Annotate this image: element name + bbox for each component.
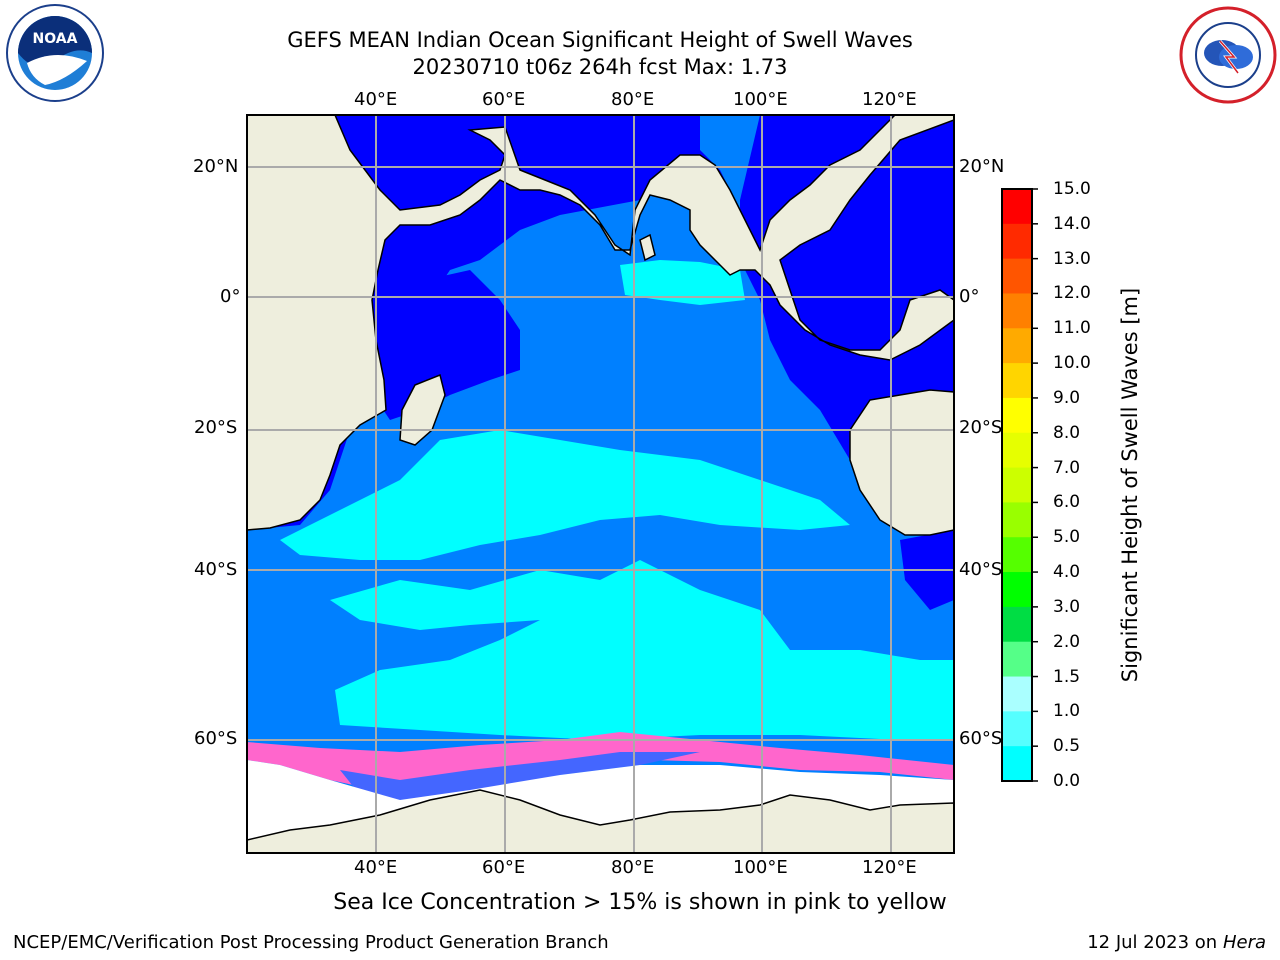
colorbar-tick-label: 9.0 bbox=[1053, 387, 1081, 408]
colorbar-segment bbox=[1002, 328, 1032, 364]
colorbar-tick-label: 1.0 bbox=[1053, 701, 1081, 722]
colorbar-tick-label: 14.0 bbox=[1053, 213, 1091, 234]
australia-land bbox=[849, 389, 954, 536]
lon-tick-top: 100°E bbox=[733, 89, 788, 110]
colorbar-tick-label: 4.0 bbox=[1053, 562, 1081, 583]
lat-tick-right: 20°N bbox=[959, 156, 1005, 177]
lat-tick-left: 40°S bbox=[194, 559, 238, 580]
noaa-logo: NOAA bbox=[6, 4, 104, 102]
cyan-swell-equator bbox=[620, 260, 745, 305]
colorbar-tick-label: 0.5 bbox=[1053, 736, 1081, 757]
lon-tick-top: 80°E bbox=[611, 89, 655, 110]
sea-ice-caption: Sea Ice Concentration > 15% is shown in … bbox=[333, 890, 947, 915]
colorbar-segment bbox=[1002, 502, 1032, 538]
colorbar-segment bbox=[1002, 606, 1032, 643]
colorbar-segment bbox=[1002, 293, 1032, 329]
lon-tick-bottom: 80°E bbox=[611, 857, 655, 878]
lat-tick-right: 0° bbox=[959, 286, 980, 307]
colorbar-tick-label: 8.0 bbox=[1053, 422, 1081, 443]
colorbar-segment bbox=[1002, 676, 1032, 712]
lat-tick-left: 60°S bbox=[194, 728, 238, 749]
noaa-logo-text: NOAA bbox=[33, 31, 78, 47]
colorbar-segment bbox=[1002, 467, 1032, 503]
lon-tick-bottom: 40°E bbox=[354, 857, 398, 878]
colorbar-segment bbox=[1002, 572, 1032, 608]
colorbar-segment bbox=[1002, 537, 1032, 573]
colorbar-segment bbox=[1002, 189, 1032, 225]
lat-tick-left: 20°N bbox=[193, 156, 239, 177]
lat-tick-left: 20°S bbox=[194, 417, 238, 438]
colorbar-tick-label: 3.0 bbox=[1053, 596, 1081, 617]
lat-tick-right: 40°S bbox=[959, 559, 1003, 580]
colorbar-tick-label: 2.0 bbox=[1053, 631, 1081, 652]
colorbar-tick-label: 11.0 bbox=[1053, 318, 1091, 339]
colorbar-tick-label: 1.5 bbox=[1053, 666, 1081, 687]
colorbar-tick-label: 10.0 bbox=[1053, 353, 1091, 374]
africa-land bbox=[247, 115, 954, 531]
colorbar-tick-label: 7.0 bbox=[1053, 457, 1081, 478]
colorbar-segment bbox=[1002, 746, 1032, 782]
lon-tick-bottom: 60°E bbox=[482, 857, 526, 878]
colorbar-tick-label: 6.0 bbox=[1053, 492, 1081, 513]
colorbar-tick-label: 13.0 bbox=[1053, 248, 1091, 269]
national-weather-service-logo bbox=[1179, 6, 1277, 104]
colorbar-label: Significant Height of Swell Waves [m] bbox=[1118, 287, 1142, 683]
map-frame bbox=[246, 114, 955, 854]
colorbar-frame bbox=[1001, 188, 1033, 782]
lat-tick-right: 20°S bbox=[959, 417, 1003, 438]
low-swell-arabian bbox=[370, 270, 520, 420]
lon-tick-bottom: 120°E bbox=[862, 857, 917, 878]
footer-right: 12 Jul 2023 on Hera bbox=[1087, 932, 1266, 953]
cyan-swell-south bbox=[330, 560, 954, 740]
colorbar-segment bbox=[1002, 363, 1032, 399]
colorbar-segment bbox=[1002, 432, 1032, 469]
antarctica-land bbox=[247, 789, 954, 853]
madagascar-land bbox=[399, 373, 446, 446]
lon-tick-top: 40°E bbox=[354, 89, 398, 110]
colorbar-segment bbox=[1002, 711, 1032, 747]
footer-host: Hera bbox=[1222, 932, 1266, 953]
low-swell-north bbox=[330, 115, 700, 440]
lat-tick-right: 60°S bbox=[959, 728, 1003, 749]
sri-lanka-land bbox=[639, 233, 656, 262]
footer-left: NCEP/EMC/Verification Post Processing Pr… bbox=[13, 932, 609, 953]
colorbar-segment bbox=[1002, 258, 1032, 294]
colorbar-segment bbox=[1002, 397, 1032, 434]
colorbar-segment bbox=[1002, 223, 1032, 260]
graticule bbox=[247, 115, 954, 853]
chart-subtitle: 20230710 t06z 264h fcst Max: 1.73 bbox=[412, 55, 788, 79]
colorbar-tick-label: 12.0 bbox=[1053, 283, 1091, 304]
lon-tick-bottom: 100°E bbox=[733, 857, 788, 878]
land bbox=[247, 115, 954, 853]
lon-tick-top: 60°E bbox=[482, 89, 526, 110]
lon-tick-top: 120°E bbox=[862, 89, 917, 110]
colorbar-tick-label: 5.0 bbox=[1053, 527, 1081, 548]
sea-ice-core bbox=[340, 752, 700, 800]
colorbar-tick-label: 15.0 bbox=[1053, 179, 1091, 199]
chart-title: GEFS MEAN Indian Ocean Significant Heigh… bbox=[287, 28, 913, 52]
colorbar-segment bbox=[1002, 641, 1032, 678]
footer-date: 12 Jul 2023 on bbox=[1087, 932, 1223, 953]
lat-tick-left: 0° bbox=[220, 286, 241, 307]
cyan-swell-main bbox=[280, 430, 850, 560]
colorbar-tick-label: 0.0 bbox=[1053, 771, 1081, 791]
colorbar bbox=[1001, 188, 1038, 782]
